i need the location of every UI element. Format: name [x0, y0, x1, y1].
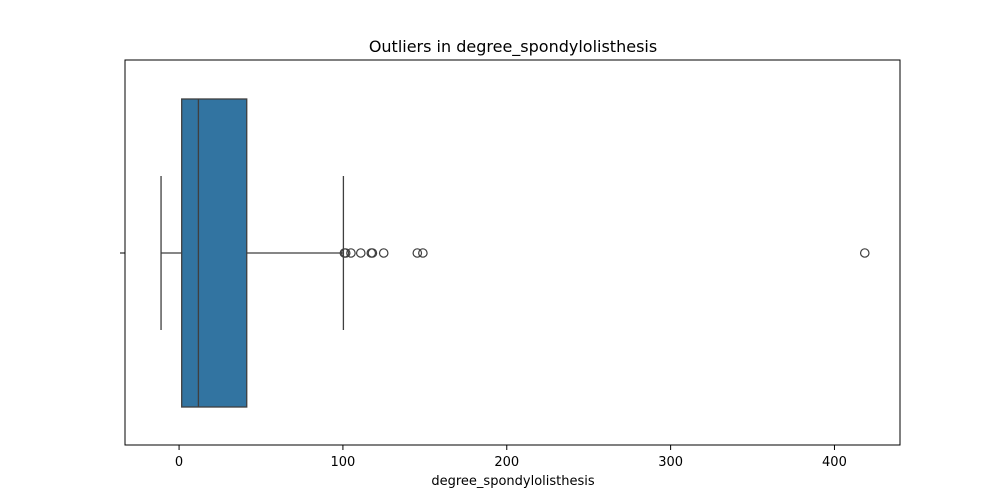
- x-tick-label: 300: [658, 455, 683, 470]
- outlier-point: [378, 248, 389, 258]
- plot-area: [160, 98, 870, 408]
- x-tick-label: 200: [494, 455, 519, 470]
- outlier-point: [367, 248, 378, 258]
- outlier-point: [346, 248, 356, 258]
- x-axis-ticks: 0 100 200 300 400: [120, 252, 847, 470]
- outlier-point: [340, 248, 351, 258]
- x-tick-label: 0: [175, 455, 183, 470]
- x-tick-label: 400: [822, 455, 847, 470]
- outlier-point: [355, 248, 366, 258]
- outlier-point: [418, 248, 428, 258]
- x-axis-label: degree_spondylolisthesis: [431, 474, 595, 489]
- x-tick-label: 100: [331, 455, 356, 470]
- axes-frame: [124, 59, 901, 446]
- outlier-point: [412, 248, 423, 258]
- chart-title: Outliers in degree_spondylolisthesis: [369, 37, 657, 57]
- outlier-point: [859, 248, 870, 258]
- interquartile-box: [181, 98, 248, 408]
